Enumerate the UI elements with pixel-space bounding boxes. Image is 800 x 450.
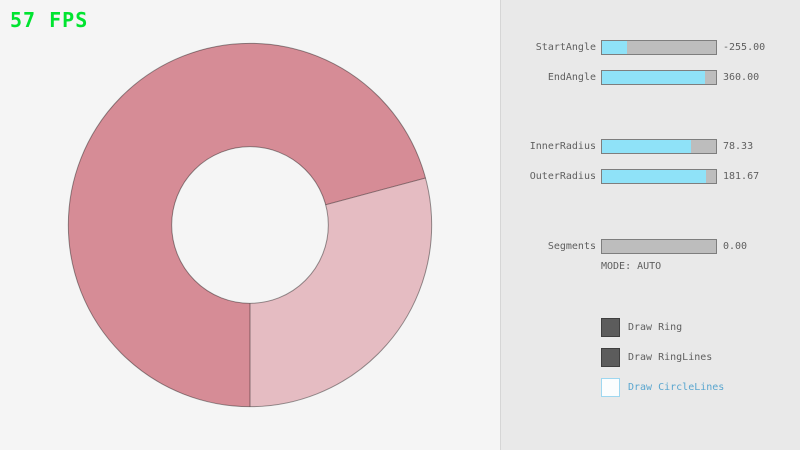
draw-ring-checkbox[interactable] (601, 318, 620, 337)
start-angle-value: -255.00 (723, 42, 766, 53)
ring-segment-dark (68, 43, 426, 407)
ring-outer-outline (67, 42, 433, 408)
segments-slider[interactable] (601, 239, 717, 254)
ring-inner-outline (171, 146, 329, 304)
inner-radius-label: InnerRadius (529, 141, 596, 152)
end-angle-value: 360.00 (723, 72, 760, 83)
ring-segment-light (250, 177, 432, 407)
draw-circle-lines-checkbox[interactable] (601, 378, 620, 397)
end-angle-label: EndAngle (547, 72, 596, 83)
draw-ring-lines-label: Draw RingLines (628, 352, 713, 363)
draw-ring-lines-row: Draw RingLines (501, 348, 800, 368)
inner-radius-value: 78.33 (723, 141, 754, 152)
inner-radius-slider-fill (602, 140, 692, 153)
start-angle-slider[interactable] (601, 40, 717, 55)
inner-radius-slider[interactable] (601, 139, 717, 154)
outer-radius-slider[interactable] (601, 169, 717, 184)
segments-value: 0.00 (723, 241, 748, 252)
ring-boundary-line (325, 177, 426, 206)
segments-mode-text: MODE: AUTO (601, 261, 662, 272)
draw-ring-lines-checkbox[interactable] (601, 348, 620, 367)
end-angle-row: EndAngle 360.00 (501, 70, 800, 86)
outer-radius-label: OuterRadius (529, 171, 596, 182)
start-angle-row: StartAngle -255.00 (501, 40, 800, 56)
fps-counter: 57 FPS (10, 8, 89, 32)
outer-radius-slider-fill (602, 170, 706, 183)
end-angle-slider-fill (602, 71, 705, 84)
draw-ring-row: Draw Ring (501, 318, 800, 338)
end-angle-slider[interactable] (601, 70, 717, 85)
ring-chart (67, 42, 433, 408)
controls-panel: StartAngle -255.00 EndAngle 360.00 Inner… (500, 0, 800, 450)
segments-label: Segments (547, 241, 596, 252)
draw-circle-lines-label: Draw CircleLines (628, 382, 725, 393)
start-angle-label: StartAngle (535, 42, 596, 53)
start-angle-slider-fill (602, 41, 627, 54)
outer-radius-row: OuterRadius 181.67 (501, 169, 800, 185)
draw-circle-lines-row: Draw CircleLines (501, 378, 800, 398)
outer-radius-value: 181.67 (723, 171, 760, 182)
segments-row: Segments 0.00 (501, 239, 800, 255)
inner-radius-row: InnerRadius 78.33 (501, 139, 800, 155)
draw-ring-label: Draw Ring (628, 322, 683, 333)
